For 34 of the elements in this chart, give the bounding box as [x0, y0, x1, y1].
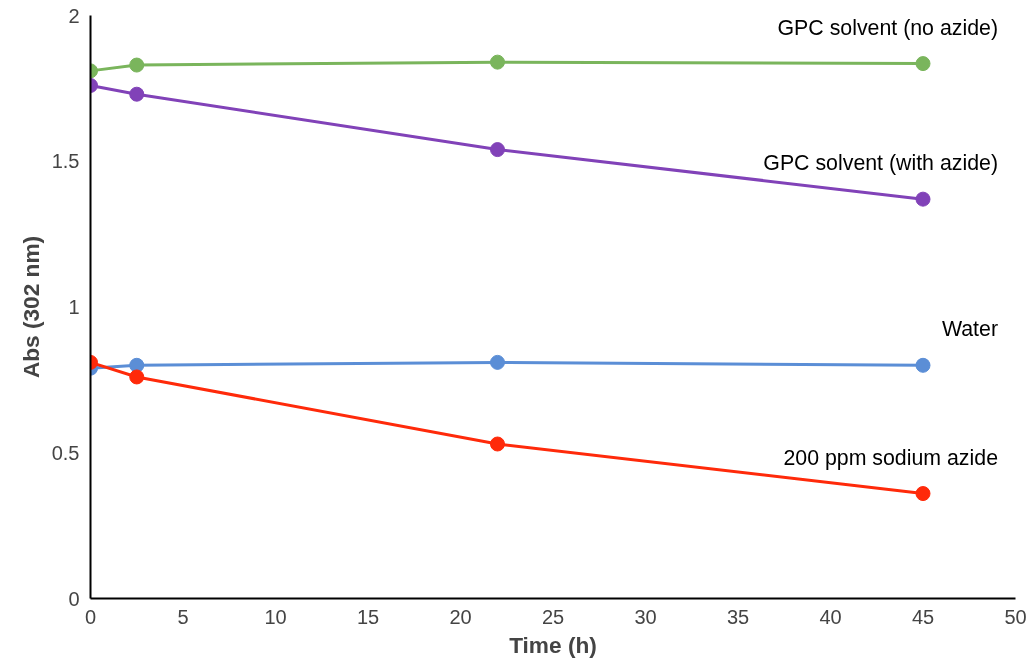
x-tick-label: 50: [1004, 605, 1027, 628]
point: [129, 57, 145, 73]
x-tick-label: 20: [449, 605, 472, 628]
y-tick-label: 0: [68, 587, 80, 610]
y-tick-label: 0.5: [51, 441, 80, 464]
x-axis-title: Time (h): [509, 631, 597, 658]
x-tick-label: 0: [84, 605, 97, 628]
x-tick-label: 10: [264, 605, 287, 628]
x-tick-label: 45: [911, 605, 935, 628]
point: [129, 86, 145, 102]
series-label: 200 ppm sodium azide: [783, 445, 998, 470]
series-label: GPC solvent (no azide): [777, 15, 999, 40]
point: [490, 354, 505, 370]
point: [129, 369, 145, 385]
point: [490, 142, 505, 158]
y-tick-label: 1: [68, 296, 80, 318]
series-label: Water: [941, 317, 998, 342]
x-tick-label: 30: [634, 605, 657, 628]
x-tick-label: 25: [541, 605, 565, 628]
point: [490, 436, 505, 452]
x-tick-label: 5: [177, 605, 189, 628]
y-axis-title: Abs (302 nm): [17, 235, 44, 379]
y-tick-label: 1.5: [51, 150, 80, 173]
point: [915, 486, 931, 502]
x-tick-label: 15: [356, 605, 380, 628]
point: [915, 357, 931, 373]
point: [915, 56, 931, 72]
point: [490, 54, 505, 70]
point: [129, 357, 145, 373]
y-tick-label: 2: [68, 4, 80, 27]
point: [915, 191, 931, 207]
x-tick-label: 40: [819, 605, 842, 628]
series-label: GPC solvent (with azide): [763, 151, 999, 176]
x-tick-label: 35: [726, 605, 750, 628]
